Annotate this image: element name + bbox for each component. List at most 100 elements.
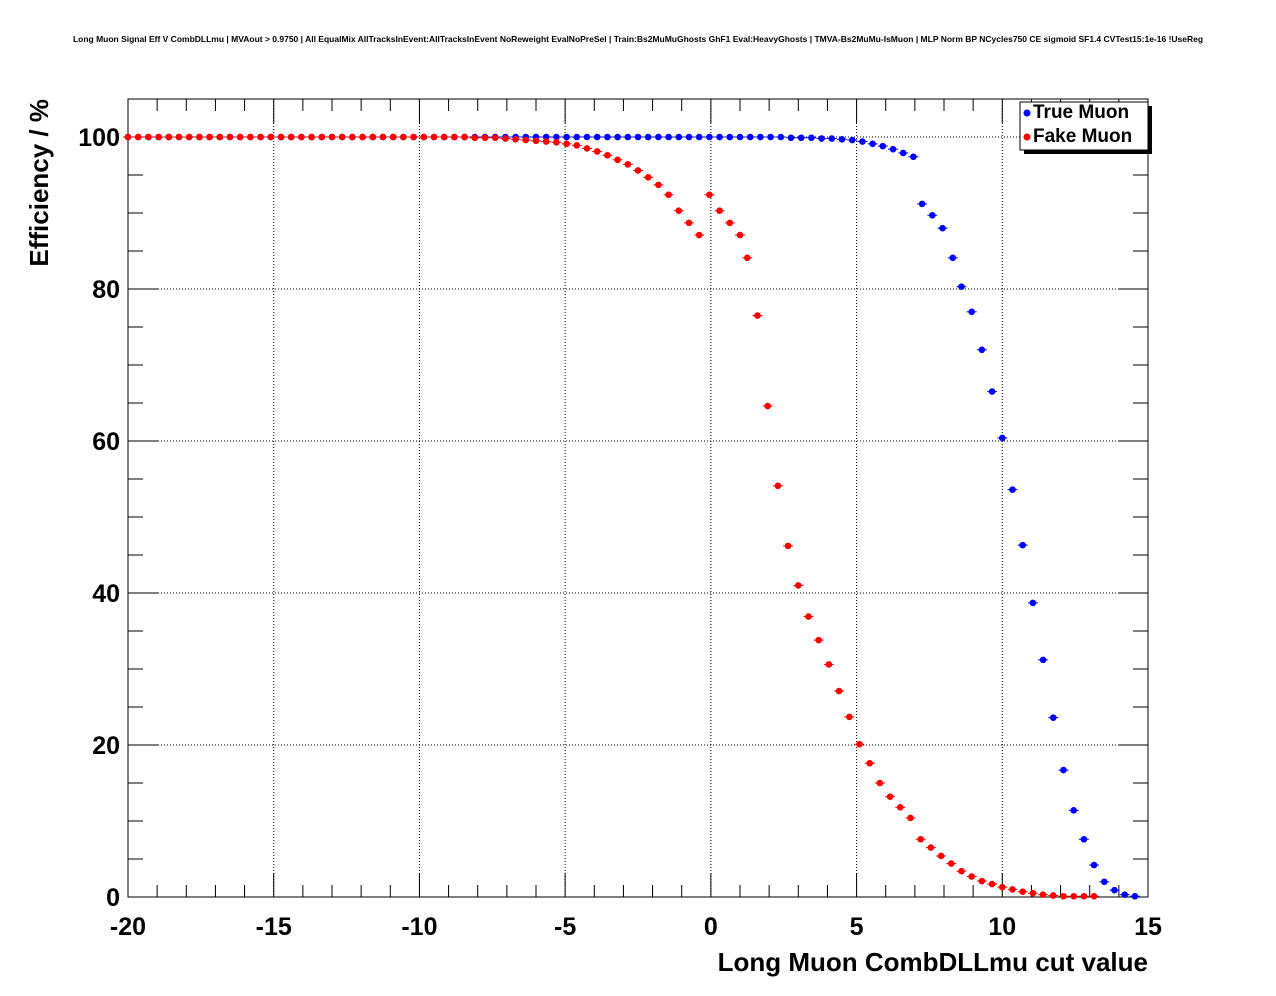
data-point xyxy=(978,346,986,354)
data-point xyxy=(716,207,723,215)
data-point xyxy=(134,133,142,141)
data-point xyxy=(216,133,224,141)
data-point xyxy=(1070,807,1077,814)
data-point xyxy=(563,133,570,141)
data-point xyxy=(1131,892,1139,900)
data-point xyxy=(349,133,356,141)
data-point xyxy=(1019,888,1026,895)
data-point xyxy=(838,135,846,143)
data-point xyxy=(308,133,315,141)
data-point xyxy=(787,134,795,142)
x-tick-label: -20 xyxy=(110,913,146,941)
data-point xyxy=(764,402,771,410)
series-true-muon xyxy=(123,133,1140,900)
data-point xyxy=(939,224,946,232)
data-point xyxy=(389,133,397,141)
data-point xyxy=(206,133,213,141)
data-point xyxy=(949,254,957,262)
data-point xyxy=(359,133,366,141)
data-point xyxy=(420,133,428,141)
data-point xyxy=(226,133,234,141)
data-point xyxy=(716,133,723,141)
y-tick-label: 60 xyxy=(92,428,120,456)
x-tick-label: 15 xyxy=(1134,913,1162,941)
data-point xyxy=(614,133,621,141)
data-point xyxy=(634,167,642,174)
data-point xyxy=(451,133,458,141)
data-point xyxy=(777,133,785,141)
legend-label-true-muon: True Muon xyxy=(1033,102,1129,123)
data-point xyxy=(754,312,761,319)
data-point xyxy=(695,231,703,239)
data-point xyxy=(338,133,346,141)
data-point xyxy=(797,134,805,142)
data-point xyxy=(583,145,591,152)
data-point xyxy=(328,133,336,141)
data-point xyxy=(848,136,856,144)
data-point xyxy=(430,133,438,141)
data-point xyxy=(899,149,907,157)
data-point xyxy=(784,542,792,550)
x-tick-label: 5 xyxy=(850,913,864,941)
data-point xyxy=(1080,892,1088,900)
data-point xyxy=(856,740,863,748)
x-tick-label: 10 xyxy=(988,913,1016,941)
data-point xyxy=(542,138,550,145)
legend-marker-true-muon xyxy=(1023,109,1031,117)
data-point xyxy=(835,687,843,695)
data-point xyxy=(287,133,295,141)
x-tick-label: -5 xyxy=(554,913,576,941)
data-point xyxy=(685,133,693,141)
data-point xyxy=(808,134,815,142)
y-tick-label: 20 xyxy=(92,732,120,760)
data-point xyxy=(624,161,632,168)
data-point xyxy=(614,156,621,164)
data-point xyxy=(634,133,642,141)
data-point xyxy=(124,133,132,141)
data-point xyxy=(593,133,601,141)
data-point xyxy=(1090,861,1098,869)
data-point xyxy=(917,835,924,843)
data-point xyxy=(196,133,203,141)
legend-box xyxy=(1019,101,1149,151)
data-point xyxy=(175,133,183,141)
data-point xyxy=(553,133,560,141)
data-point xyxy=(947,860,955,867)
data-point xyxy=(869,140,876,148)
data-point xyxy=(968,873,975,880)
data-point xyxy=(726,219,734,227)
data-point xyxy=(1029,889,1037,897)
data-point xyxy=(828,135,836,142)
data-point xyxy=(998,883,1006,891)
data-point xyxy=(706,191,713,199)
data-point xyxy=(410,133,417,141)
data-point xyxy=(1060,766,1067,774)
data-point xyxy=(461,133,468,141)
data-point xyxy=(1049,714,1057,721)
data-point xyxy=(757,133,764,141)
legend-marker-fake-muon xyxy=(1023,133,1031,141)
data-point xyxy=(502,135,509,142)
data-point xyxy=(1039,656,1047,664)
y-tick-labels: 0 20 40 60 80 100 xyxy=(78,124,120,912)
x-tick-label: 0 xyxy=(704,913,718,941)
data-point xyxy=(532,137,540,145)
data-point xyxy=(1080,835,1088,843)
data-point xyxy=(655,181,662,189)
data-point xyxy=(1009,886,1016,893)
data-point xyxy=(896,804,904,811)
data-point xyxy=(257,133,264,141)
data-point xyxy=(624,133,632,141)
data-point xyxy=(726,133,734,141)
data-point xyxy=(1039,891,1047,899)
data-point xyxy=(379,133,387,141)
data-point xyxy=(937,852,945,860)
data-point xyxy=(876,779,884,787)
series-fake-muon xyxy=(123,133,1100,900)
data-point xyxy=(968,308,975,316)
data-point xyxy=(145,133,152,141)
data-point xyxy=(886,793,894,800)
data-point xyxy=(907,814,914,822)
data-point xyxy=(655,133,662,141)
